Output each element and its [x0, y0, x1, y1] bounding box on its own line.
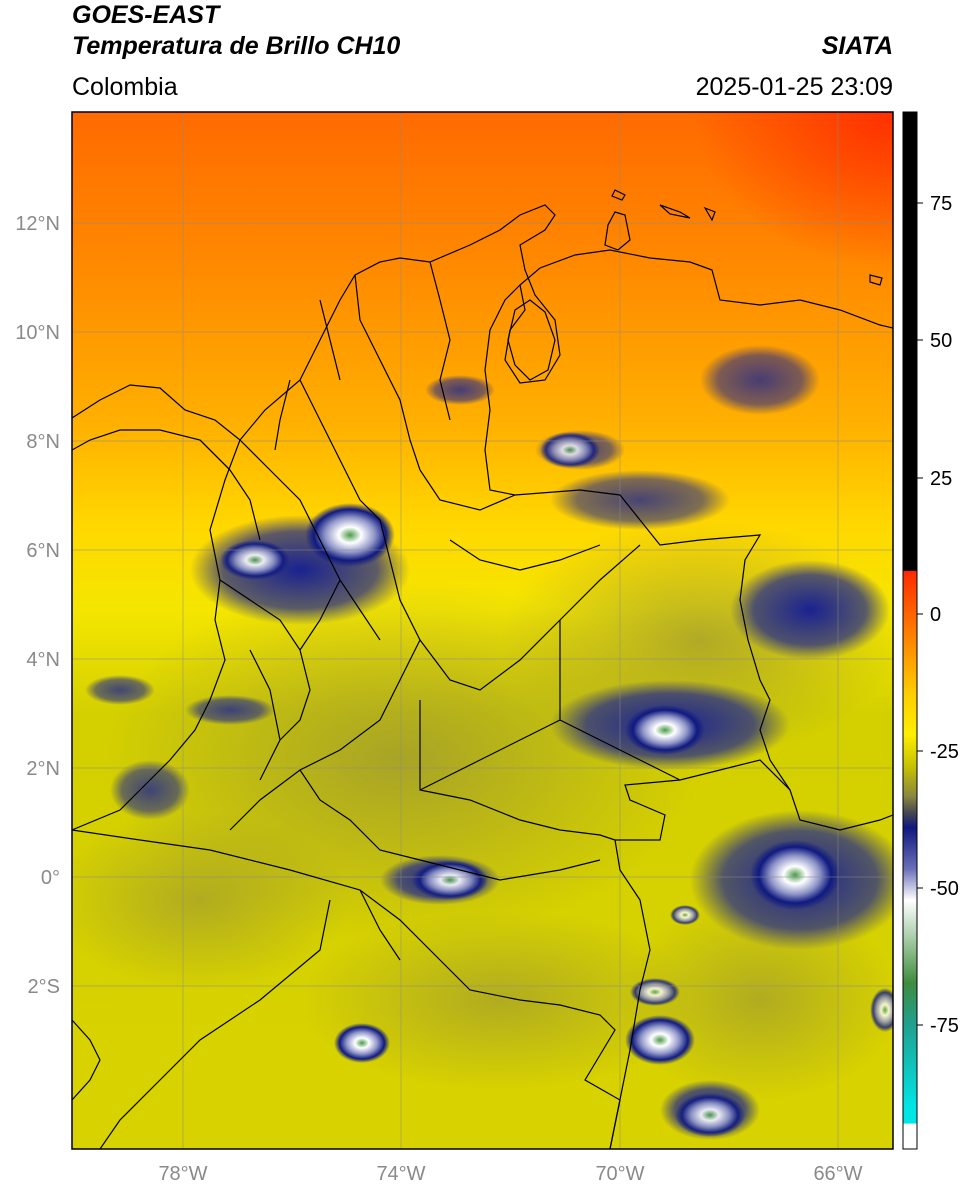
region-label: Colombia — [72, 73, 178, 101]
colorbar: 75 50 25 0 -25 -50 -75 — [902, 111, 959, 1150]
colorbar-tick-label: 50 — [930, 330, 952, 352]
country-borders — [72, 189, 893, 1149]
lon-label: 66°W — [813, 1163, 862, 1185]
colorbar-tick-label: 75 — [930, 193, 952, 215]
map-frame — [71, 111, 894, 1150]
lat-label: 2°N — [26, 758, 60, 780]
satellite-title: GOES-EAST — [72, 1, 220, 29]
colorbar-tick-label: -75 — [930, 1015, 959, 1037]
lon-label: 70°W — [595, 1163, 644, 1185]
product-title: Temperatura de Brillo CH10 — [72, 32, 401, 60]
graticule — [72, 112, 893, 1149]
lon-label: 74°W — [376, 1163, 425, 1185]
colorbar-tick-label: 0 — [930, 604, 941, 626]
brand-label: SIATA — [821, 32, 893, 60]
colorbar-tick-label: -50 — [930, 878, 959, 900]
lat-label: 4°N — [26, 649, 60, 671]
lat-label: 10°N — [15, 322, 60, 344]
timestamp-label: 2025-01-25 23:09 — [695, 73, 893, 101]
satellite-imagery — [72, 112, 893, 1149]
lat-label: 12°N — [15, 213, 60, 235]
lat-label: 8°N — [26, 431, 60, 453]
lat-label: 6°N — [26, 540, 60, 562]
lat-axis: 12°N 10°N 8°N 6°N 4°N 2°N 0° 2°S — [15, 213, 60, 998]
lon-label: 78°W — [158, 1163, 207, 1185]
lat-label: 2°S — [28, 976, 60, 998]
lon-axis: 78°W 74°W 70°W 66°W — [158, 1163, 862, 1185]
colorbar-tick-label: 25 — [930, 468, 952, 490]
lat-label: 0° — [41, 867, 60, 889]
colorbar-tick-label: -25 — [930, 741, 959, 763]
